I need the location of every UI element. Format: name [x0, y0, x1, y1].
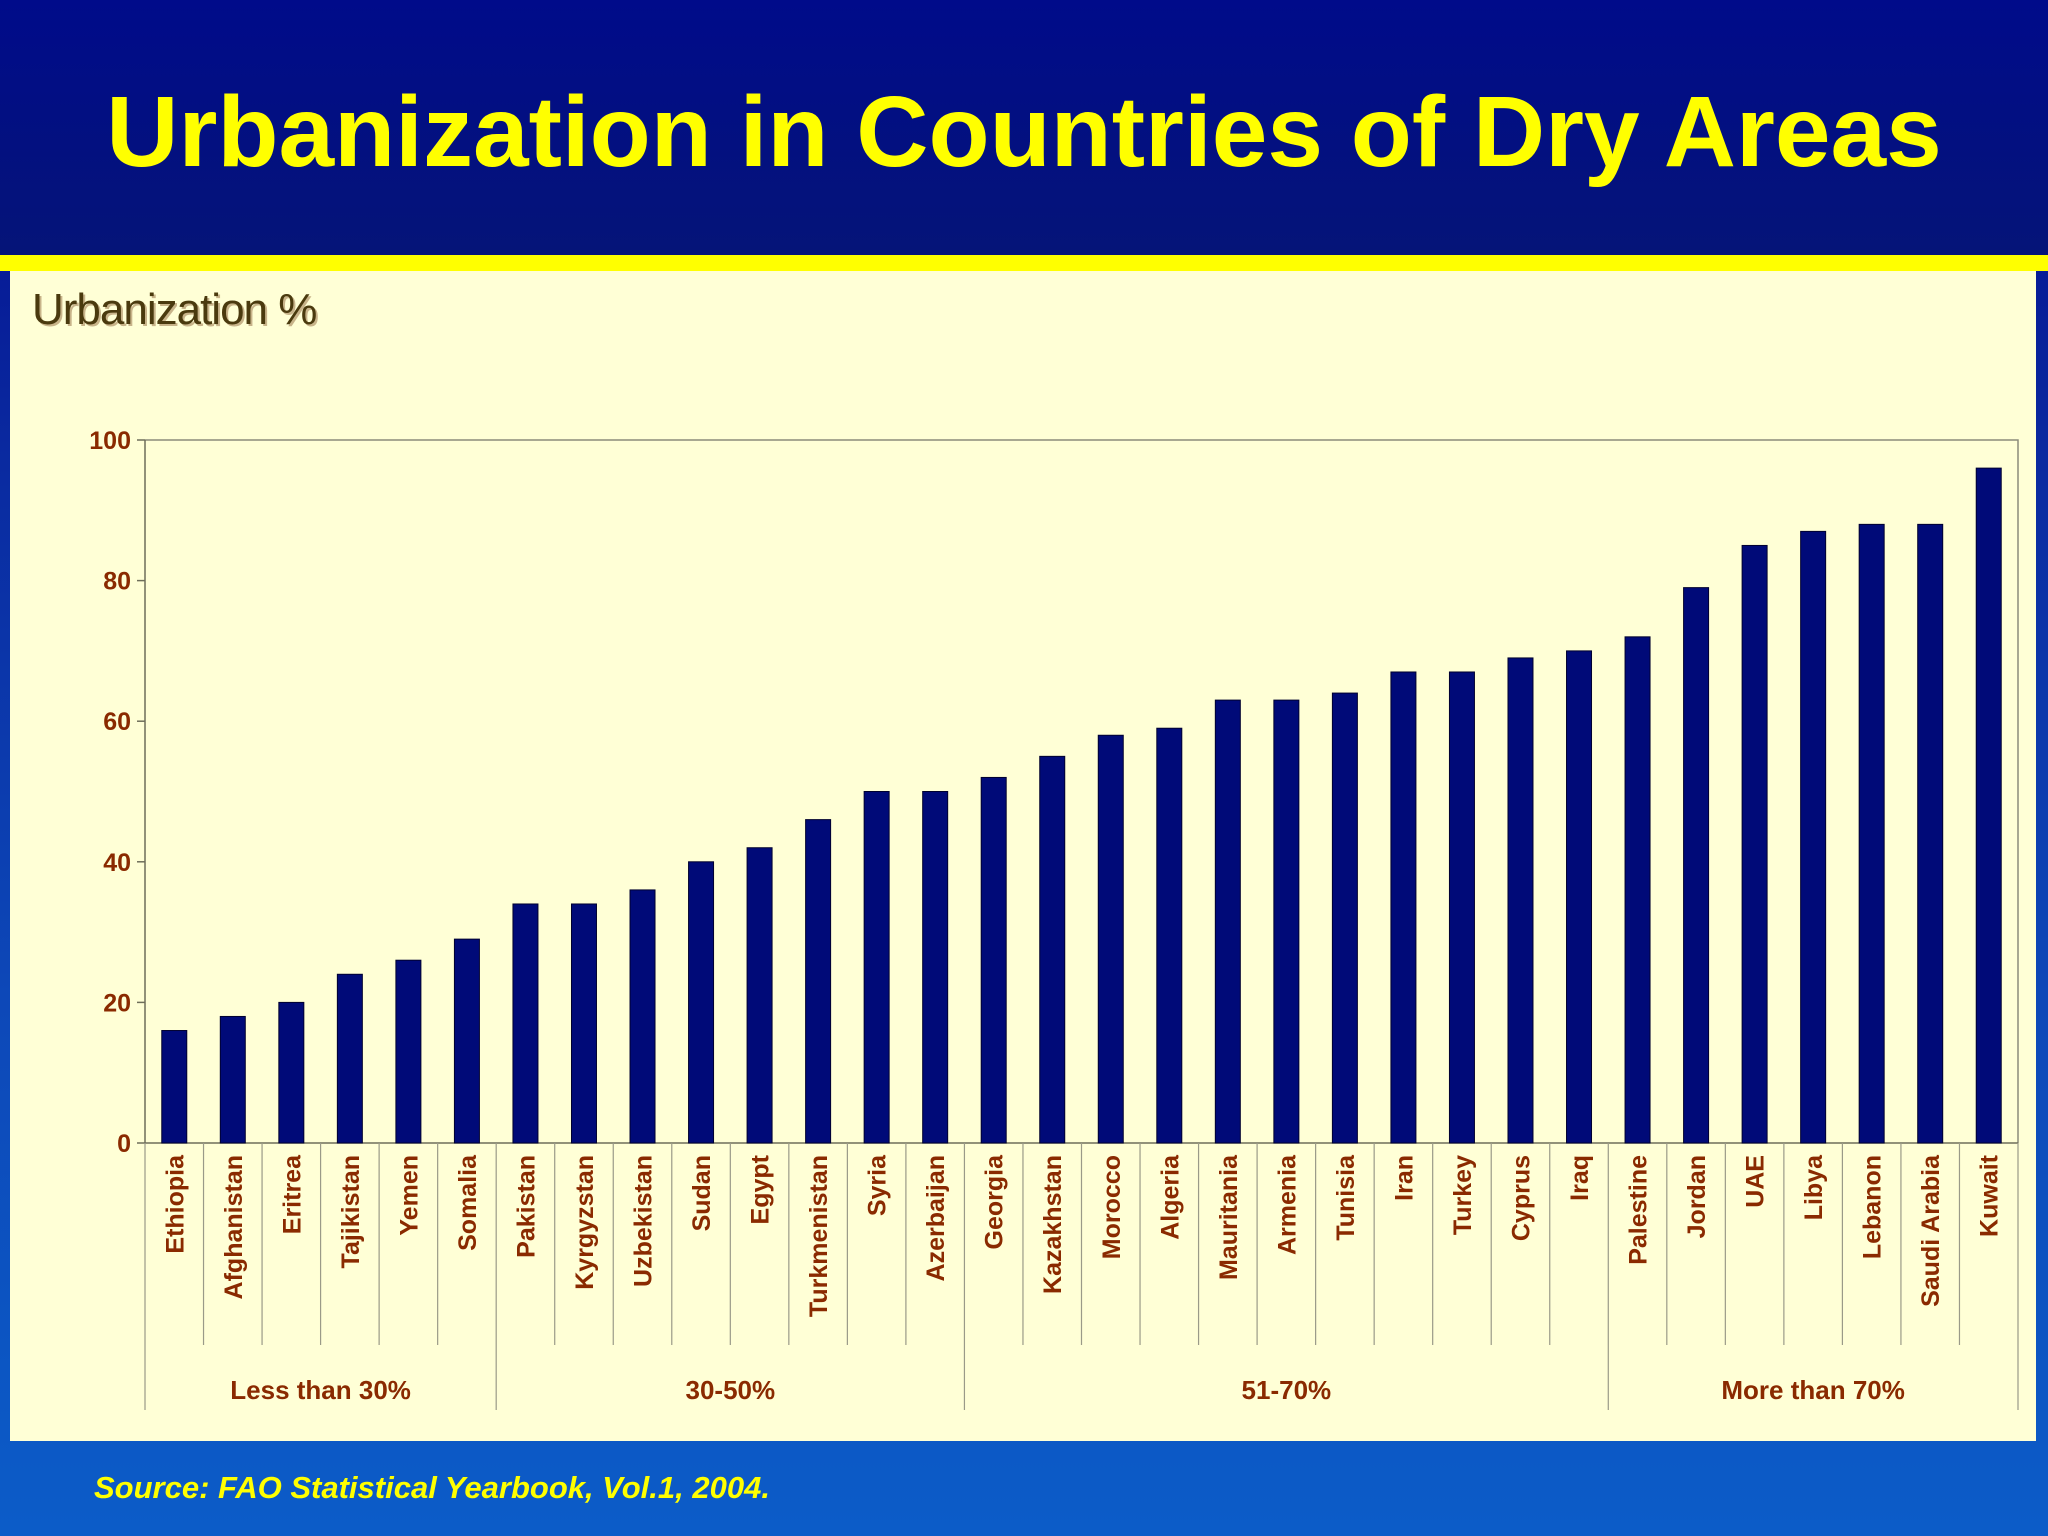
bar	[453, 938, 480, 1144]
bar	[1097, 734, 1124, 1144]
category-label: Ethiopia	[161, 1154, 189, 1254]
bar	[1331, 692, 1358, 1144]
header-band	[0, 0, 2048, 255]
group-label: Less than 30%	[230, 1375, 411, 1405]
bar	[1624, 636, 1651, 1144]
bar	[336, 973, 363, 1144]
source-note: Source: FAO Statistical Yearbook, Vol.1,…	[94, 1470, 770, 1505]
header-divider	[0, 255, 2048, 271]
bar	[161, 1030, 188, 1144]
category-label: Cyprus	[1507, 1155, 1535, 1241]
category-label: Yemen	[395, 1155, 423, 1236]
category-label: Tunisia	[1332, 1154, 1360, 1241]
category-label: Pakistan	[512, 1155, 540, 1258]
bar	[1448, 671, 1475, 1144]
category-label: Uzbekistan	[630, 1155, 658, 1287]
category-label: Eritrea	[278, 1154, 306, 1234]
category-label: Lebanon	[1859, 1155, 1887, 1259]
bar	[1741, 544, 1768, 1144]
y-tick-label: 40	[103, 849, 131, 877]
category-label: Jordan	[1683, 1155, 1711, 1238]
category-label: UAE	[1742, 1155, 1770, 1208]
category-label: Sudan	[688, 1155, 716, 1231]
plot-area: 0 20 40 60 80 100 Ethiopia Afghanistan Eritrea Ta…	[89, 427, 2019, 1410]
y-tick-label: 20	[103, 989, 131, 1017]
category-label: Turkey	[1449, 1155, 1477, 1235]
bar	[863, 791, 890, 1144]
group-label: More than 70%	[1721, 1375, 1905, 1405]
bar	[278, 1001, 305, 1144]
category-label: Georgia	[981, 1154, 1009, 1250]
bar	[1507, 657, 1534, 1144]
bar	[1214, 699, 1241, 1144]
bar	[746, 847, 773, 1144]
category-label: Syria	[864, 1154, 892, 1216]
category-label: Libya	[1800, 1154, 1828, 1220]
category-label: Kazakhstan	[1039, 1155, 1067, 1294]
group-label: 30-50%	[686, 1375, 776, 1405]
bar	[1390, 671, 1417, 1144]
plot-frame	[145, 439, 2019, 1143]
category-label: Kyrgyzstan	[571, 1155, 599, 1290]
y-tick-label: 80	[103, 568, 131, 596]
category-label: Kuwait	[1976, 1154, 2004, 1237]
bar	[1683, 587, 1710, 1144]
bar	[1858, 523, 1885, 1144]
category-label: Armenia	[1273, 1154, 1301, 1255]
bar	[1917, 523, 1944, 1144]
bar	[805, 819, 832, 1144]
category-label: Mauritania	[1215, 1154, 1243, 1280]
bar	[1566, 650, 1593, 1144]
category-label: Egypt	[747, 1154, 775, 1224]
category-label: Afghanistan	[220, 1155, 248, 1299]
bar	[512, 903, 539, 1144]
bar	[1039, 755, 1066, 1144]
bar	[570, 903, 597, 1144]
group-label: 51-70%	[1242, 1375, 1332, 1405]
bar	[1975, 467, 2002, 1144]
category-label: Azerbaijan	[922, 1155, 950, 1281]
bar	[1156, 727, 1183, 1144]
category-label: Palestine	[1625, 1155, 1653, 1265]
bar	[688, 861, 715, 1144]
category-label: Morocco	[1098, 1155, 1126, 1259]
category-label: Iran	[1390, 1155, 1418, 1201]
bar	[980, 776, 1007, 1144]
y-tick-label: 0	[117, 1130, 131, 1158]
bar	[219, 1015, 246, 1144]
bar	[922, 791, 949, 1144]
category-label: Algeria	[1156, 1154, 1184, 1240]
y-tick-label: 60	[103, 708, 131, 736]
category-label: Iraq	[1566, 1155, 1594, 1201]
bar	[1273, 699, 1300, 1144]
slide-title: Urbanization in Countries of Dry Areas	[106, 76, 1942, 188]
category-label: Somalia	[454, 1154, 482, 1251]
bar	[629, 889, 656, 1144]
category-label: Turkmenistan	[805, 1155, 833, 1317]
y-tick-label: 100	[89, 427, 131, 455]
bar	[1800, 530, 1827, 1144]
bar	[395, 959, 422, 1144]
category-label: Tajikistan	[337, 1155, 365, 1268]
bar-chart: 0 20 40 60 80 100 Ethiopia Afghanistan Eritrea Ta…	[89, 427, 2019, 1410]
category-label: Saudi Arabia	[1917, 1154, 1945, 1307]
unit-label: Urbanization %	[32, 285, 317, 334]
